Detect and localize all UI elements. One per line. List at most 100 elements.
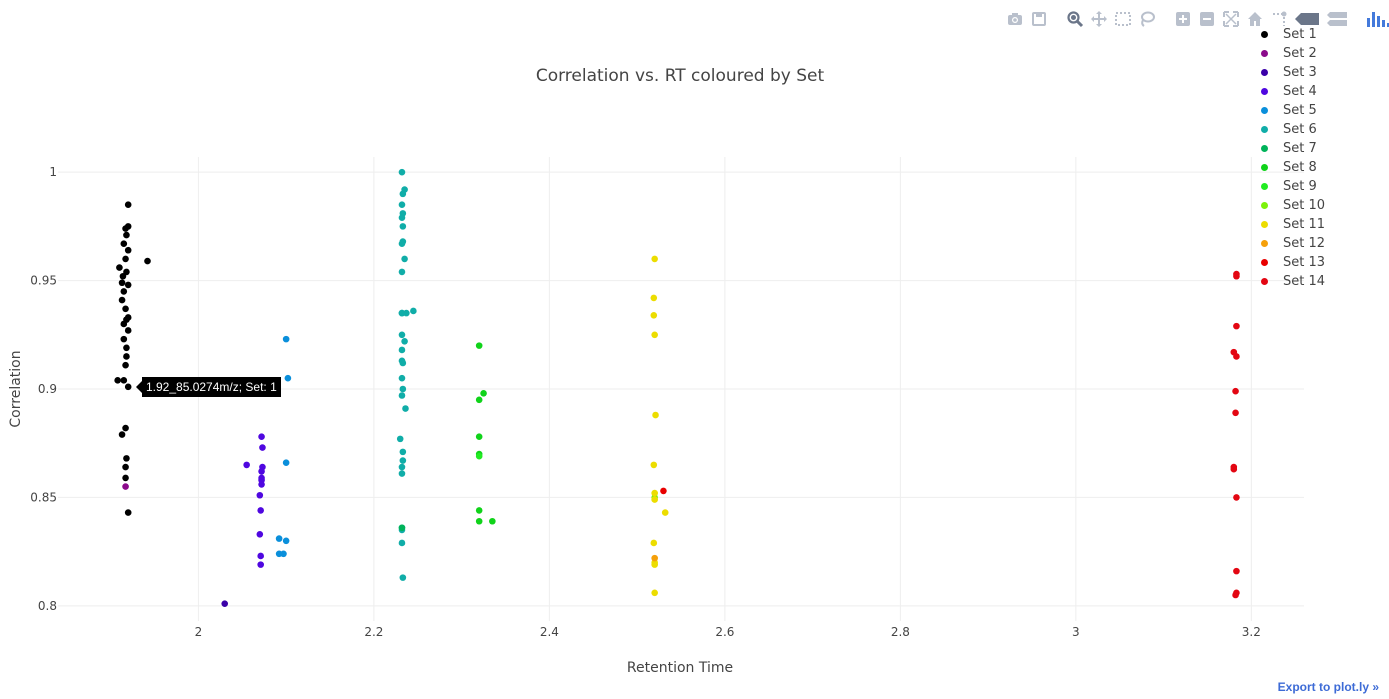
series-14[interactable] bbox=[1230, 270, 1240, 599]
data-point[interactable] bbox=[475, 433, 483, 441]
plotly-logo-icon[interactable] bbox=[1366, 10, 1389, 28]
series-12[interactable] bbox=[651, 554, 658, 562]
data-point[interactable] bbox=[144, 257, 151, 265]
legend-item[interactable]: Set 2 bbox=[1255, 44, 1385, 63]
data-point[interactable] bbox=[651, 561, 658, 568]
data-point[interactable] bbox=[651, 589, 658, 597]
data-point[interactable] bbox=[243, 461, 250, 469]
data-point[interactable] bbox=[123, 344, 130, 352]
data-point[interactable] bbox=[475, 342, 483, 349]
lasso-icon[interactable] bbox=[1138, 10, 1156, 28]
save-icon[interactable] bbox=[1030, 10, 1048, 28]
data-point[interactable] bbox=[123, 231, 130, 239]
data-point[interactable] bbox=[122, 255, 129, 263]
data-point[interactable] bbox=[475, 507, 483, 514]
data-point[interactable] bbox=[398, 463, 406, 471]
data-point[interactable] bbox=[123, 455, 130, 462]
data-point[interactable] bbox=[120, 288, 128, 295]
data-point[interactable] bbox=[124, 246, 132, 254]
data-point[interactable] bbox=[118, 296, 126, 304]
data-point[interactable] bbox=[489, 517, 496, 525]
data-point[interactable] bbox=[399, 385, 407, 393]
data-point[interactable] bbox=[398, 524, 406, 532]
data-point[interactable] bbox=[398, 240, 406, 248]
data-point[interactable] bbox=[398, 168, 406, 176]
data-point[interactable] bbox=[650, 311, 658, 319]
data-point[interactable] bbox=[402, 405, 409, 412]
data-point[interactable] bbox=[257, 561, 264, 568]
data-point[interactable] bbox=[410, 307, 417, 315]
series-1[interactable] bbox=[114, 201, 151, 516]
data-point[interactable] bbox=[1233, 353, 1240, 360]
data-point[interactable] bbox=[122, 225, 129, 232]
legend-item[interactable]: Set 11 bbox=[1255, 215, 1385, 234]
autoscale-icon[interactable] bbox=[1222, 10, 1240, 28]
data-point[interactable] bbox=[650, 539, 658, 547]
data-point[interactable] bbox=[118, 279, 126, 287]
data-point[interactable] bbox=[120, 377, 128, 384]
data-point[interactable] bbox=[398, 470, 406, 477]
data-point[interactable] bbox=[124, 509, 132, 516]
legend-item[interactable]: Set 8 bbox=[1255, 158, 1385, 177]
data-point[interactable] bbox=[1233, 494, 1240, 501]
data-point[interactable] bbox=[282, 335, 290, 343]
data-point[interactable] bbox=[258, 433, 265, 441]
data-point[interactable] bbox=[118, 431, 126, 438]
data-point[interactable] bbox=[122, 483, 129, 490]
data-point[interactable] bbox=[258, 468, 265, 475]
data-point[interactable] bbox=[1233, 322, 1240, 330]
zoom-out-icon[interactable] bbox=[1198, 10, 1216, 28]
data-point[interactable] bbox=[475, 517, 483, 525]
series-5[interactable] bbox=[275, 335, 292, 558]
data-point[interactable] bbox=[114, 377, 121, 384]
data-point[interactable] bbox=[398, 539, 406, 547]
legend-item[interactable]: Set 13 bbox=[1255, 253, 1385, 272]
reset-axes-icon[interactable] bbox=[1246, 10, 1264, 28]
box-select-icon[interactable] bbox=[1114, 10, 1132, 28]
data-point[interactable] bbox=[122, 463, 129, 471]
data-point[interactable] bbox=[401, 337, 408, 345]
data-point[interactable] bbox=[399, 457, 407, 464]
data-point[interactable] bbox=[257, 507, 264, 514]
data-point[interactable] bbox=[122, 305, 129, 313]
legend-item[interactable]: Set 10 bbox=[1255, 196, 1385, 215]
data-point[interactable] bbox=[1232, 591, 1239, 599]
hover-compare-icon[interactable] bbox=[1326, 10, 1348, 28]
export-to-plotly-link[interactable]: Export to plot.ly » bbox=[1277, 680, 1379, 694]
zoom-icon[interactable] bbox=[1066, 10, 1084, 28]
data-point[interactable] bbox=[122, 474, 129, 482]
data-point[interactable] bbox=[650, 294, 658, 302]
data-points[interactable] bbox=[114, 168, 1240, 607]
data-point[interactable] bbox=[256, 530, 264, 538]
data-point[interactable] bbox=[116, 264, 123, 271]
data-point[interactable] bbox=[399, 574, 407, 581]
data-point[interactable] bbox=[398, 374, 406, 382]
toggle-spike-icon[interactable] bbox=[1270, 10, 1288, 28]
zoom-in-icon[interactable] bbox=[1174, 10, 1192, 28]
data-point[interactable] bbox=[124, 327, 132, 334]
data-point[interactable] bbox=[401, 255, 408, 263]
data-point[interactable] bbox=[124, 383, 132, 391]
data-point[interactable] bbox=[651, 255, 658, 263]
pan-icon[interactable] bbox=[1090, 10, 1108, 28]
data-point[interactable] bbox=[651, 489, 658, 497]
data-point[interactable] bbox=[660, 487, 667, 495]
data-point[interactable] bbox=[651, 496, 658, 503]
data-point[interactable] bbox=[398, 214, 406, 222]
series-4[interactable] bbox=[243, 433, 266, 568]
series-2[interactable] bbox=[122, 483, 129, 490]
data-point[interactable] bbox=[475, 396, 483, 404]
data-point[interactable] bbox=[1232, 409, 1239, 417]
data-point[interactable] bbox=[124, 201, 132, 209]
data-point[interactable] bbox=[651, 554, 658, 562]
data-point[interactable] bbox=[399, 223, 407, 230]
series-13[interactable] bbox=[660, 487, 667, 495]
data-point[interactable] bbox=[1233, 272, 1240, 280]
data-point[interactable] bbox=[284, 374, 292, 382]
legend-item[interactable]: Set 14 bbox=[1255, 272, 1385, 291]
data-point[interactable] bbox=[258, 481, 265, 488]
data-point[interactable] bbox=[399, 359, 407, 367]
series-9[interactable] bbox=[475, 452, 483, 460]
data-point[interactable] bbox=[120, 335, 128, 343]
